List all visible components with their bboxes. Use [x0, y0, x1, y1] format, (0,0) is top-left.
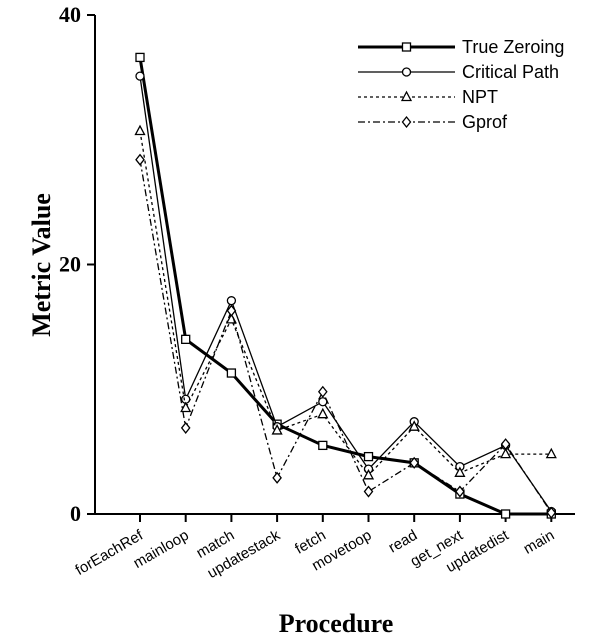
data-point [226, 296, 237, 306]
data-point [134, 124, 146, 136]
data-point [271, 424, 283, 435]
data-point [226, 368, 237, 378]
data-point [363, 451, 374, 462]
legend-label: True Zeroing [462, 37, 564, 57]
data-point [546, 506, 557, 519]
legend-marker [401, 42, 412, 52]
data-point [500, 509, 511, 519]
series-line-gprof [139, 159, 552, 514]
series-line-critical-path [139, 76, 552, 512]
legend-marker [400, 90, 413, 102]
data-point [180, 421, 191, 434]
data-point [409, 456, 420, 469]
data-point [317, 407, 329, 419]
legend-label: NPT [462, 87, 498, 107]
y-tick-label: 20 [59, 252, 81, 277]
data-point [181, 334, 191, 345]
legend-label: Gprof [462, 112, 508, 132]
data-point [500, 438, 511, 451]
x-axis-title: Procedure [279, 609, 394, 638]
data-point [455, 485, 465, 498]
legend-marker [401, 115, 412, 129]
data-point [362, 468, 375, 480]
series-line-true-zeroing [138, 57, 552, 516]
data-point [226, 304, 237, 317]
data-point [318, 440, 328, 451]
legend-marker [401, 67, 412, 77]
series-line-npt [139, 130, 552, 477]
data-point [180, 401, 192, 413]
y-tick-label: 0 [70, 501, 81, 526]
data-point [363, 485, 374, 498]
y-tick-label: 40 [59, 2, 81, 27]
data-point [408, 420, 420, 431]
data-point [500, 447, 512, 459]
data-point [545, 447, 557, 459]
data-point [454, 466, 466, 477]
x-tick-label: main [521, 527, 558, 558]
x-tick-label: forEachRef [73, 526, 147, 579]
legend-label: Critical Path [462, 62, 559, 82]
y-axis-title: Metric Value [27, 193, 56, 337]
data-point [135, 52, 145, 63]
data-point [272, 471, 282, 484]
data-point [135, 153, 145, 166]
data-point [135, 71, 145, 81]
data-point [317, 385, 328, 398]
